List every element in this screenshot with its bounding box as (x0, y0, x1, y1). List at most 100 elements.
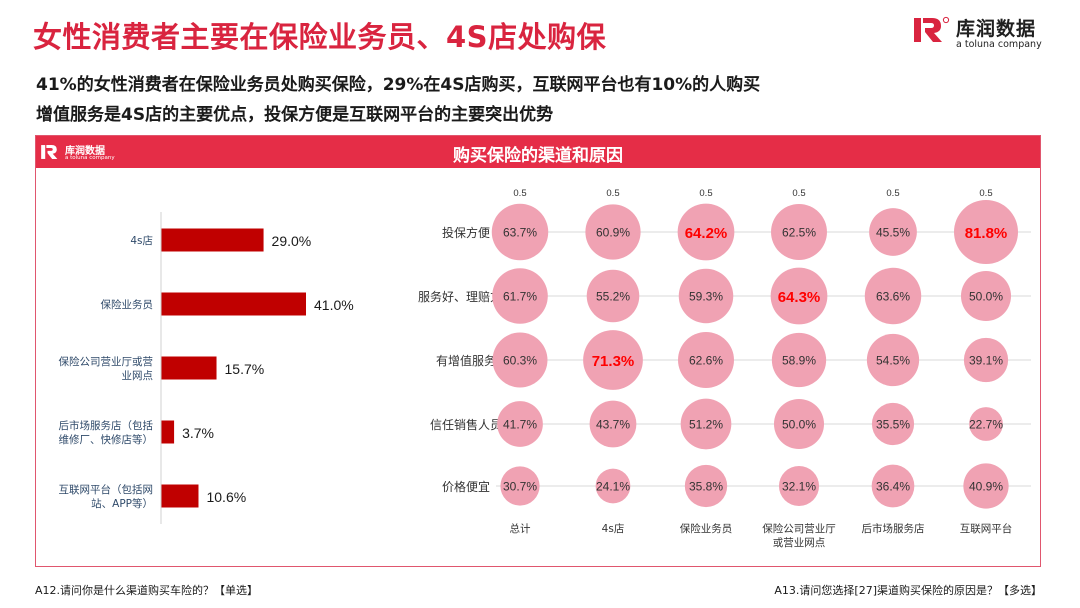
bubble-4-4 (871, 464, 915, 508)
bar-value-label-2: 15.7% (225, 361, 265, 377)
bubble-value-label-1-2: 59.3% (689, 290, 723, 304)
bubble-1-1 (586, 269, 640, 323)
bubble-0-5 (954, 200, 1018, 264)
bubble-value-label-0-2: 64.2% (685, 225, 728, 242)
bubble-column-label-0-0: 总计 (510, 522, 531, 535)
bubble-3-2 (680, 398, 732, 450)
footnote-right: A13.请问您选择[27]渠道购买保险的原因是？【多选】 (774, 584, 1042, 597)
bubble-3-1 (589, 400, 637, 448)
bubble-1-4 (864, 267, 922, 325)
brand-tagline: a toluna company (956, 39, 1042, 50)
bubble-column-label-3-0: 保险公司营业厅 (762, 522, 836, 535)
bubble-4-5 (963, 463, 1009, 509)
bubble-2-3 (771, 332, 827, 388)
bubble-value-label-1-5: 50.0% (969, 290, 1003, 304)
bubble-column-label-5-0: 互联网平台 (960, 522, 1013, 535)
bubble-row-label-3: 信任销售人员 (430, 417, 502, 432)
bubble-value-label-4-5: 40.9% (969, 480, 1003, 494)
bubble-value-label-3-3: 50.0% (782, 418, 816, 432)
bar-category-label-2-0: 保险公司营业厅或营 (59, 355, 154, 368)
bubble-value-label-0-1: 60.9% (596, 226, 630, 240)
bubble-0-4 (869, 208, 917, 256)
bubble-row-label-0: 投保方便 (442, 225, 490, 240)
bubble-column-top-label-4: 0.5 (886, 188, 899, 199)
bubble-0-3 (771, 204, 827, 260)
bubble-value-label-2-4: 54.5% (876, 354, 910, 368)
bubble-0-2 (677, 203, 735, 261)
bubble-row-label-1: 服务好、理赔方便 (418, 289, 514, 304)
bubble-value-label-2-0: 60.3% (503, 354, 537, 368)
bubble-value-label-2-5: 39.1% (969, 354, 1003, 368)
bar-3 (161, 420, 175, 444)
bubble-3-0 (497, 401, 543, 447)
bubble-column-top-label-1: 0.5 (606, 188, 619, 199)
page-title: 女性消费者主要在保险业务员、4S店处购保 (33, 20, 607, 54)
bubble-value-label-2-2: 62.6% (689, 354, 723, 368)
bar-4 (161, 484, 199, 508)
bubble-column-top-label-3: 0.5 (792, 188, 805, 199)
bubble-2-2 (678, 332, 734, 388)
bubble-column-label-3-1: 或营业网点 (773, 536, 826, 549)
bubble-3-4 (871, 402, 915, 446)
bubble-4-3 (778, 465, 820, 507)
bar-category-label-3-0: 后市场服务店（包括 (59, 419, 154, 432)
brand-logo: 库润数据 a toluna company (912, 12, 1062, 54)
bar-category-label-4-1: 站、APP等） (91, 497, 153, 510)
bubble-value-label-4-1: 24.1% (596, 480, 630, 494)
bubble-row-label-4: 价格便宜 (442, 479, 490, 494)
bubble-value-label-1-0: 61.7% (503, 290, 537, 304)
bar-value-label-1: 41.0% (314, 297, 354, 313)
kurun-logo-icon (914, 16, 950, 42)
bubble-column-top-label-2: 0.5 (699, 188, 712, 199)
bubble-0-1 (585, 204, 641, 260)
bar-value-label-0: 29.0% (272, 233, 312, 249)
bubble-2-5 (963, 337, 1009, 383)
bubble-value-label-2-1: 71.3% (592, 353, 635, 370)
bubble-4-1 (595, 468, 631, 504)
bubble-2-0 (492, 332, 548, 388)
panel-title: 购买保险的渠道和原因 (453, 146, 623, 166)
bar-category-label-2-1: 业网点 (122, 370, 154, 382)
bar-1 (161, 292, 306, 316)
bar-category-label-4-0: 互联网平台（包括网 (59, 483, 154, 496)
bubble-2-4 (866, 333, 920, 387)
subtitle-line-2: 增值服务是4S店的主要优点，投保方便是互联网平台的主要突出优势 (36, 105, 554, 125)
bubble-value-label-4-4: 36.4% (876, 480, 910, 494)
bubble-value-label-3-4: 35.5% (876, 418, 910, 432)
bubble-value-label-3-1: 43.7% (596, 418, 630, 432)
bubble-column-label-1-0: 4s店 (602, 522, 625, 535)
bubble-value-label-1-4: 63.6% (876, 290, 910, 304)
bubble-value-label-3-2: 51.2% (689, 418, 723, 432)
bubble-3-3 (773, 398, 825, 450)
bubble-1-2 (678, 268, 734, 324)
bar-category-label-1-0: 保险业务员 (101, 298, 154, 311)
bubble-column-top-label-0: 0.5 (513, 188, 526, 199)
panel-brand-logo: 库润数据 a toluna company (40, 142, 126, 164)
kurun-logo-icon (41, 145, 58, 159)
bubble-1-0 (492, 268, 548, 324)
panel-brand-name: 库润数据 (65, 146, 105, 157)
bubble-column-top-label-5: 0.5 (979, 188, 992, 199)
panel-brand-tagline: a toluna company (65, 155, 115, 161)
bubble-value-label-4-0: 30.7% (503, 480, 537, 494)
footnote-left: A12.请问你是什么渠道购买车险的？【单选】 (35, 584, 259, 597)
bubble-4-2 (684, 464, 728, 508)
bubble-value-label-3-0: 41.7% (503, 418, 537, 432)
bar-2 (161, 356, 217, 380)
bubble-value-label-0-3: 62.5% (782, 226, 816, 240)
bubble-3-5 (969, 407, 1003, 441)
bubble-1-3 (770, 267, 828, 325)
bubble-column-label-4-0: 后市场服务店 (862, 522, 925, 535)
bubble-value-label-1-1: 55.2% (596, 290, 630, 304)
bubble-value-label-0-0: 63.7% (503, 226, 537, 240)
bar-0 (161, 228, 264, 252)
bubble-value-label-1-3: 64.3% (778, 289, 821, 306)
bubble-4-0 (500, 466, 540, 506)
bubble-value-label-4-3: 32.1% (782, 480, 816, 494)
bubble-value-label-3-5: 22.7% (969, 418, 1003, 432)
chart-panel: 库润数据 a toluna company 购买保险的渠道和原因 29.0% 4s… (35, 135, 1041, 567)
bubble-value-label-0-4: 45.5% (876, 226, 910, 240)
bubble-0-0 (491, 203, 549, 261)
bubble-value-label-0-5: 81.8% (965, 225, 1008, 242)
subtitle-line-1: 41%的女性消费者在保险业务员处购买保险，29%在4S店购买，互联网平台也有10… (36, 75, 761, 95)
